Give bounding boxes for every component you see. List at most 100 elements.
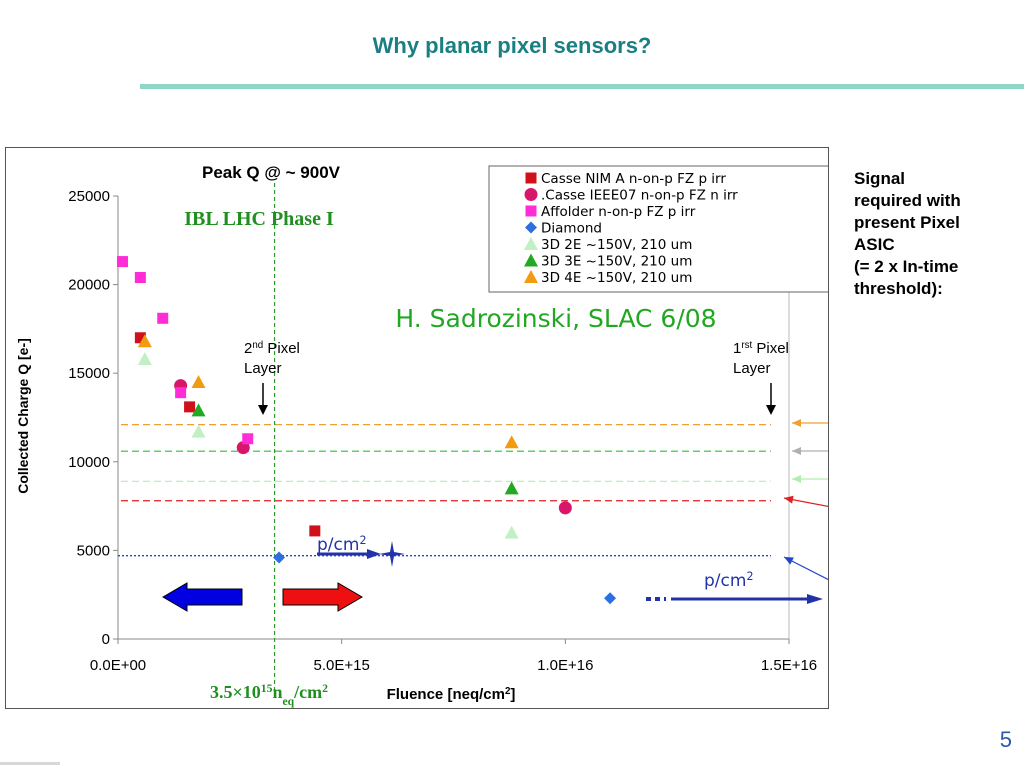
chart-title: Peak Q @ ~ 900V [202,163,341,182]
first_layer-word: Pixel [752,340,789,357]
first_layer-number: 1 [733,340,741,357]
y-tick-label: 10000 [68,454,110,471]
side-note-line: required with [854,191,961,210]
corner-divider [0,762,60,765]
ibl-fluence-label: 3.5×1015neq/cm2 [210,682,328,708]
second_layer-word: Pixel [263,340,300,357]
pcm_2-sup: 2 [746,570,753,583]
leader-planar-line [783,497,828,508]
pcm2-arrow-head [807,594,823,604]
y-tick-label: 5000 [77,542,110,559]
leader-3e-head [792,447,801,455]
legend-entry: .Casse IEEE07 n-on-p FZ n irr [541,188,738,204]
leader-diamond-line [783,556,828,581]
y-tick-label: 0 [102,631,110,648]
data-point [116,256,128,268]
pcm1-arrow-head [367,549,381,559]
legend-marker [525,205,537,217]
side-note-line: Signal [854,169,906,188]
data-point [604,592,617,605]
data-point [242,433,254,445]
slide-title: Why planar pixel sensors? [372,33,652,58]
signal-requirement-note: Signal required with present Pixel ASIC (= 2… [854,168,1019,300]
first_layer-line2: Layer [733,360,771,377]
first_layer-arrow-head [766,405,776,415]
data-point [191,375,206,389]
leader-4e-head [792,419,801,427]
x-tick-label: 0.0E+00 [90,657,146,674]
legend-marker [524,188,538,201]
data-point [191,424,206,438]
legend-entry: Diamond [541,221,602,237]
second_layer-number: 2 [244,340,252,357]
legend-entry: 3D 4E ~150V, 210 um [541,270,692,286]
x-axis-label-sup: 2 [505,686,511,697]
pcm1-star [379,541,405,567]
fluence-unit-exp: 2 [322,682,328,695]
pcm_1-sup: 2 [359,534,366,547]
pcm_2-text: p/cm [704,571,746,591]
second_layer-arrow-head [258,405,268,415]
fluence-unit-n: n [272,682,282,702]
legend-marker [524,237,538,250]
credit-label: H. Sadrozinski, SLAC 6/08 [395,304,716,333]
data-point [184,401,196,413]
leader-planar-head [784,495,794,504]
data-point [504,525,519,539]
x-tick-label: 1.5E+16 [761,657,817,674]
first_layer-line1: 1rst Pixel [733,340,789,358]
pcm_1-label: p/cm2 [317,534,366,556]
second_layer-line1: 2nd Pixel [244,340,300,358]
data-point [558,501,572,515]
y-tick-label: 15000 [68,365,110,382]
x-axis-label-end: ] [510,686,515,703]
legend-entry: 3D 3E ~150V, 210 um [541,254,692,270]
legend-marker [525,221,537,234]
chart-frame: 0 5000 10000 15000 20000 25000 0.0E+00 5.0E+15 1… [5,147,829,709]
legend-entry: Affolder n-on-p FZ p irr [541,204,696,220]
data-point [236,441,250,455]
y-axis-label: Collected Charge Q [e-] [15,338,31,494]
first_layer-ordinal: rst [741,340,752,351]
x-tick-label: 1.0E+16 [537,657,593,674]
data-point [134,332,146,344]
y-tick-label: 20000 [68,277,110,294]
legend-marker [524,253,538,267]
pcm_1-text: p/cm [317,535,359,555]
legend-box [488,165,828,293]
data-point [309,525,321,537]
data-point [504,481,519,495]
x-tick-label: 5.0E+15 [314,657,370,674]
legend-entry: 3D 2E ~150V, 210 um [541,237,692,253]
leader-diamond-head [784,557,794,565]
leader-2e-head [792,475,801,483]
data-point [137,352,152,366]
data-point [157,312,169,324]
second_layer-line2: Layer [244,360,282,377]
legend-marker [524,270,538,283]
data-point [273,551,286,564]
fluence-exponent: 15 [261,682,273,695]
side-note-line: ASIC [854,235,895,254]
side-note-line: present Pixel [854,213,960,232]
red-arrow-shape [282,582,363,612]
blue-arrow-shape [162,582,243,612]
data-point [191,403,206,417]
fluence-value: 3.5×10 [210,682,261,702]
data-point [134,272,146,284]
fluence-unit-cm: /cm [293,682,322,702]
data-point [137,334,152,348]
side-note-line: (= 2 x In-time [854,257,959,276]
page-number: 5 [999,727,1012,752]
ibl-label: IBL LHC Phase I [184,208,334,230]
pcm_2-label: p/cm2 [704,570,753,592]
x-axis-label-main: Fluence [neq/cm [387,686,505,703]
side-note-line: threshold): [854,279,943,298]
legend-marker [525,172,537,184]
fluence-unit-eq: eq [282,695,294,708]
legend-entry: Casse NIM A n-on-p FZ p irr [541,171,726,187]
data-point [504,435,519,449]
data-point [175,387,187,399]
y-tick-label: 25000 [68,188,110,205]
fluence-charge-chart: 0 5000 10000 15000 20000 25000 0.0E+00 5.0E+15 1… [15,163,828,708]
